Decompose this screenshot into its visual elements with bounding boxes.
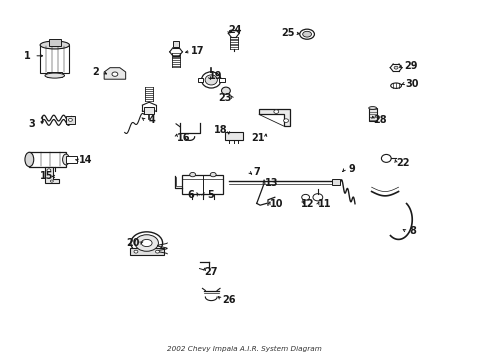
- Text: 22: 22: [396, 158, 409, 168]
- Circle shape: [189, 172, 195, 177]
- Bar: [40, 45, 69, 73]
- Circle shape: [47, 169, 51, 172]
- Text: 18: 18: [214, 125, 227, 135]
- Ellipse shape: [204, 75, 217, 85]
- Ellipse shape: [368, 107, 376, 109]
- Text: 30: 30: [404, 78, 418, 89]
- Ellipse shape: [221, 87, 230, 94]
- Text: 8: 8: [409, 226, 416, 236]
- Ellipse shape: [131, 232, 162, 254]
- Text: 27: 27: [204, 267, 218, 277]
- Bar: [219, 78, 224, 82]
- Ellipse shape: [393, 66, 397, 69]
- Bar: [197, 78, 203, 82]
- Text: 20: 20: [126, 238, 140, 248]
- Text: 29: 29: [403, 60, 417, 71]
- Bar: [368, 108, 376, 121]
- Bar: [172, 41, 179, 47]
- Bar: [224, 132, 242, 140]
- Text: 16: 16: [176, 132, 190, 143]
- Circle shape: [134, 250, 138, 253]
- Text: 10: 10: [269, 199, 283, 210]
- Ellipse shape: [40, 41, 69, 49]
- Circle shape: [68, 118, 72, 121]
- Circle shape: [112, 72, 118, 76]
- Ellipse shape: [390, 83, 401, 88]
- Text: 1: 1: [23, 51, 30, 61]
- Text: 5: 5: [206, 190, 213, 200]
- Text: 26: 26: [222, 294, 235, 305]
- Text: 21: 21: [251, 132, 264, 143]
- Text: 3: 3: [28, 119, 35, 129]
- Bar: [29, 152, 66, 167]
- Ellipse shape: [201, 72, 221, 88]
- Circle shape: [283, 119, 288, 122]
- Ellipse shape: [135, 235, 158, 251]
- Ellipse shape: [25, 152, 34, 167]
- Text: 11: 11: [318, 199, 331, 210]
- Text: 4: 4: [148, 114, 155, 125]
- Ellipse shape: [299, 29, 314, 39]
- Bar: [331, 179, 340, 185]
- Circle shape: [301, 194, 309, 200]
- Circle shape: [273, 110, 278, 113]
- Bar: [182, 175, 223, 194]
- Bar: [47, 72, 62, 77]
- Bar: [144, 107, 154, 114]
- Circle shape: [50, 180, 53, 182]
- Text: 15: 15: [40, 171, 53, 181]
- Ellipse shape: [45, 73, 64, 78]
- Text: 25: 25: [280, 28, 294, 38]
- Circle shape: [210, 172, 216, 177]
- Ellipse shape: [62, 154, 69, 165]
- Text: 12: 12: [301, 199, 314, 210]
- Polygon shape: [45, 167, 59, 183]
- Polygon shape: [259, 109, 289, 126]
- Text: 2002 Chevy Impala A.I.R. System Diagram: 2002 Chevy Impala A.I.R. System Diagram: [167, 346, 321, 352]
- Bar: [66, 156, 77, 163]
- Polygon shape: [104, 68, 125, 79]
- Bar: [129, 248, 163, 255]
- Text: 2: 2: [92, 67, 99, 77]
- Text: 14: 14: [79, 155, 92, 165]
- Text: 19: 19: [209, 71, 223, 81]
- Ellipse shape: [381, 154, 390, 162]
- Text: 9: 9: [348, 164, 355, 174]
- Circle shape: [312, 194, 322, 201]
- Ellipse shape: [302, 31, 311, 37]
- Text: 6: 6: [187, 190, 194, 200]
- Text: 7: 7: [253, 167, 260, 177]
- Bar: [66, 116, 75, 124]
- Ellipse shape: [141, 239, 152, 247]
- Text: 24: 24: [227, 24, 241, 35]
- Text: 17: 17: [191, 46, 204, 56]
- Circle shape: [155, 250, 159, 253]
- Text: 13: 13: [264, 178, 278, 188]
- Text: 28: 28: [373, 114, 386, 125]
- Text: 23: 23: [218, 93, 231, 103]
- Bar: [49, 39, 61, 46]
